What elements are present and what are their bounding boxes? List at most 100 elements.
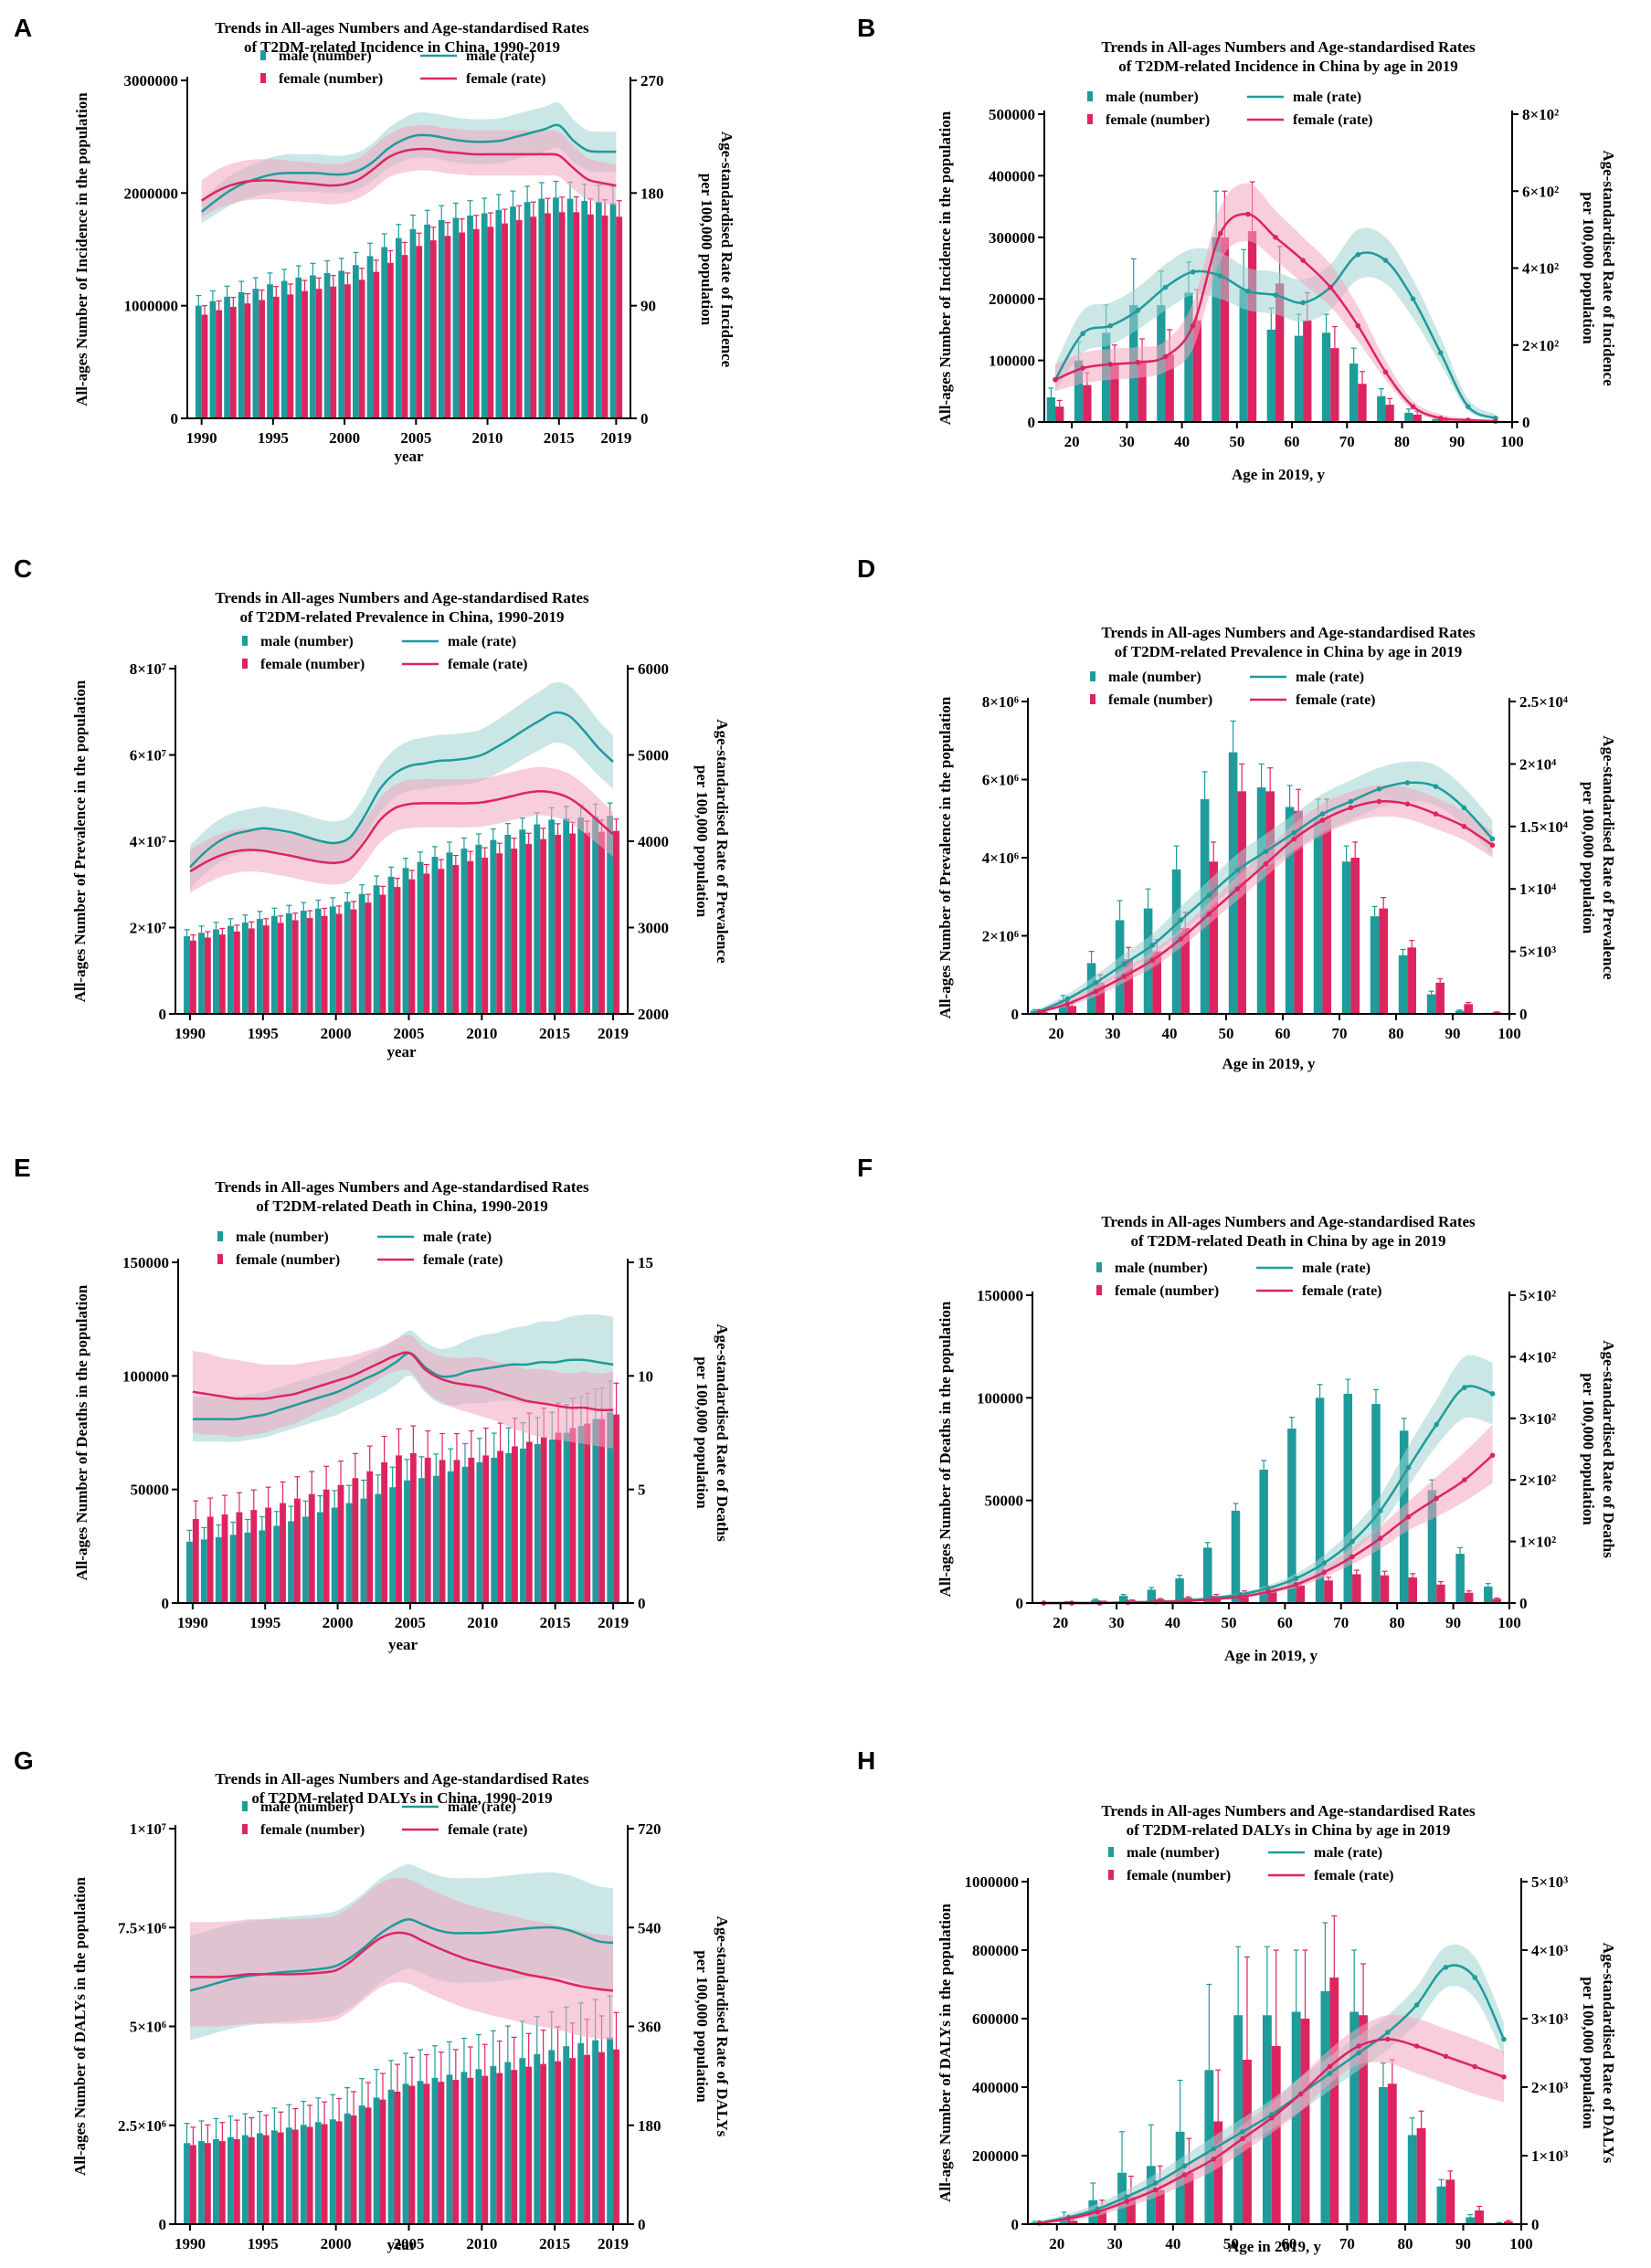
bar-male-number	[592, 817, 599, 1014]
x-tick-label: 20	[1064, 433, 1080, 450]
point-male-rate	[1489, 836, 1496, 842]
bar-female-number	[1265, 791, 1275, 1014]
x-tick-label: 2019	[598, 1614, 629, 1631]
y-tick-label-left: 200000	[972, 2147, 1019, 2165]
bar-female-number	[306, 918, 313, 1014]
point-female-rate	[1462, 1477, 1467, 1482]
bar-female-number	[1083, 385, 1092, 422]
panel-h: H Trends in All-ages Numbers and Age-stan…	[857, 1746, 1617, 2255]
point-male-rate	[1162, 284, 1169, 290]
x-tick-label: 2015	[539, 1025, 570, 1042]
legend-label-female-rate: female (rate)	[1293, 112, 1373, 128]
legend-label-female-number: female (number)	[236, 1252, 340, 1268]
bar-male-number	[418, 1478, 425, 1603]
chart-title-line2-b: of T2DM-related Incidence in China by ag…	[1118, 58, 1458, 75]
bar-male-number	[592, 1419, 599, 1603]
x-tick-label: 60	[1285, 433, 1300, 450]
x-axis-title: year	[394, 448, 424, 465]
x-tick-label: 70	[1332, 1025, 1348, 1042]
chart-title-line2-h: of T2DM-related DALYs in China by age in…	[1127, 1821, 1451, 1839]
legend-label-male-rate: male (rate)	[1296, 670, 1364, 685]
point-male-rate	[1291, 829, 1297, 836]
y-tick-label-left: 4×10⁶	[982, 849, 1019, 867]
y-tick-label-left: 8×10⁷	[130, 660, 166, 678]
y-tick-label-right: 540	[638, 1919, 661, 1936]
bar-female-number	[569, 2058, 576, 2224]
y-axis-title-right-line2: per 100,000 population	[693, 1950, 711, 2103]
point-female-rate	[1178, 936, 1184, 942]
bar-male-number	[592, 2040, 599, 2224]
bar-male-number	[491, 1457, 498, 1603]
y-tick-label-right: 4×10²	[1519, 1348, 1556, 1366]
point-female-rate	[1376, 798, 1382, 805]
legend-swatch-male-number	[1108, 1847, 1114, 1857]
y-axis-title-right-line2: per 100,000 population	[693, 1356, 711, 1509]
bar-male-number	[461, 1466, 469, 1603]
legend-label-male-number: male (number)	[1115, 1261, 1208, 1276]
legend-label-female-number: female (number)	[1108, 692, 1212, 708]
bar-female-number	[1464, 1004, 1474, 1014]
bar-male-number	[1404, 412, 1413, 422]
bar-female-number	[444, 236, 451, 418]
bar-female-number	[250, 1510, 258, 1603]
bar-male-number	[209, 301, 217, 418]
bar-female-number	[248, 928, 255, 1014]
chart-title-line1-a: Trends in All-ages Numbers and Age-stand…	[215, 19, 589, 37]
bar-female-number	[1067, 1006, 1077, 1014]
bar-male-number	[504, 2062, 512, 2224]
point-male-rate	[1181, 2163, 1188, 2169]
y-tick-label-right: 4000	[638, 833, 669, 850]
bar-male-number	[577, 818, 585, 1014]
bar-female-number	[280, 1503, 286, 1603]
bar-female-number	[584, 1423, 591, 1603]
line-male-rate	[192, 1352, 614, 1421]
bar-male-number	[344, 902, 351, 1014]
bar-female-number	[1240, 1592, 1249, 1603]
point-male-rate	[1501, 2036, 1507, 2042]
point-female-rate	[1349, 1554, 1355, 1560]
bar-female-number	[337, 1484, 344, 1603]
chart-title-line2-c: of T2DM-related Prevalence in China, 199…	[239, 608, 564, 626]
y-tick-label-right: 2.5×10⁴	[1519, 693, 1568, 711]
point-female-rate	[1245, 211, 1251, 217]
bar-female-number	[1359, 2015, 1368, 2224]
y-axis-title-right-line2: per 100,000 population	[1580, 192, 1597, 344]
bar-male-number	[256, 2133, 263, 2224]
y-tick-label-left: 6×10⁶	[982, 772, 1019, 789]
bar-female-number	[259, 300, 265, 418]
y-tick-label-left: 3000000	[124, 72, 179, 90]
bar-male-number	[1321, 332, 1331, 422]
chart-title-line1-d: Trends in All-ages Numbers and Age-stand…	[1101, 624, 1476, 641]
bar-male-number	[476, 1461, 483, 1603]
point-male-rate	[1405, 1464, 1412, 1471]
x-tick-label: 90	[1455, 2235, 1471, 2252]
bar-male-number	[505, 1452, 513, 1603]
bar-male-number	[534, 824, 541, 1014]
legend-swatch-female-number	[242, 659, 248, 669]
x-tick-label: 1995	[248, 1025, 279, 1042]
point-female-rate	[1291, 836, 1297, 842]
bar-female-number	[379, 2099, 386, 2224]
x-tick-label: 40	[1165, 1614, 1180, 1631]
legend-swatch-male-number	[217, 1231, 223, 1241]
y-tick-label-right: 5	[638, 1482, 646, 1499]
point-female-rate	[1443, 2053, 1449, 2060]
point-female-rate	[1382, 369, 1389, 375]
x-tick-label: 60	[1275, 1025, 1291, 1042]
x-tick-label: 90	[1445, 1025, 1461, 1042]
y-tick-label-left: 1000000	[965, 1873, 1020, 1891]
uncertainty-band-female	[190, 766, 613, 893]
point-female-rate	[1064, 1001, 1071, 1007]
y-tick-label-left: 0	[1011, 1006, 1020, 1023]
bar-male-number	[553, 197, 559, 418]
y-axis-title-left: All-ages Number of Prevalence in the pop…	[937, 696, 954, 1018]
bar-female-number	[204, 937, 211, 1014]
y-tick-label-right: 1×10³	[1531, 2147, 1568, 2165]
x-tick-label: 40	[1162, 1025, 1178, 1042]
bar-female-number	[1324, 1580, 1333, 1603]
x-tick-label: 2019	[598, 1025, 629, 1042]
x-tick-label: 1990	[186, 429, 217, 447]
uncertainty-band-female	[201, 125, 617, 218]
y-axis-title-right-line1: Age-standardised Rate of Prevalence	[1600, 735, 1617, 980]
x-tick-label: 2010	[466, 2235, 497, 2252]
